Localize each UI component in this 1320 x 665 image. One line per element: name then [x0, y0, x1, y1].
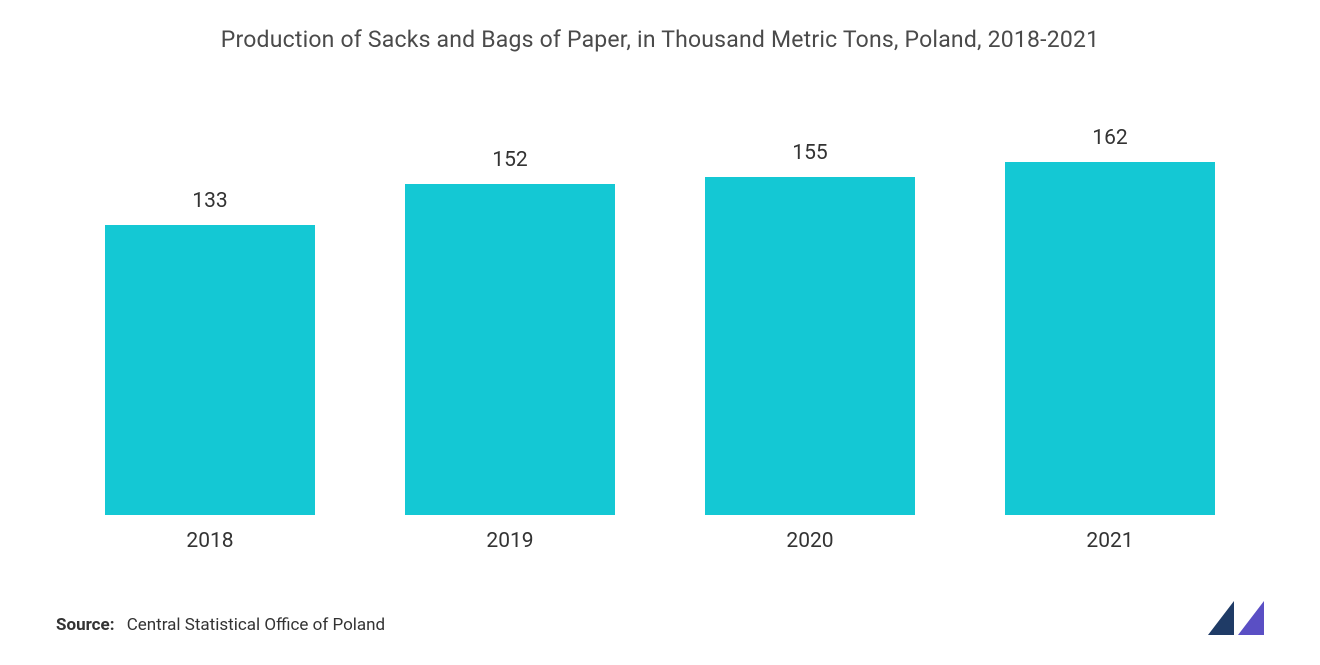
bar-value-label: 155: [792, 141, 827, 165]
bar-value-label: 133: [192, 189, 227, 213]
source-line: Source: Central Statistical Office of Po…: [56, 615, 385, 635]
bar-slot: 133: [60, 123, 360, 515]
source-text: Central Statistical Office of Poland: [127, 615, 385, 635]
bar-slot: 162: [960, 123, 1260, 515]
bar: [105, 225, 315, 515]
plot-area: 133 152 155 162 2018201920202021: [60, 63, 1260, 575]
source-label: Source:: [56, 615, 114, 635]
bar-value-label: 162: [1092, 126, 1127, 150]
chart-footer: Source: Central Statistical Office of Po…: [50, 575, 1270, 635]
brand-logo-icon: [1208, 601, 1264, 635]
bar-slot: 152: [360, 123, 660, 515]
bars-group: 133 152 155 162: [60, 123, 1260, 515]
logo-wedge-2: [1238, 601, 1264, 635]
bar: [705, 177, 915, 515]
x-axis-labels: 2018201920202021: [60, 515, 1260, 575]
bar-slot: 155: [660, 123, 960, 515]
logo-wedge-1: [1208, 601, 1234, 635]
bar-value-label: 152: [492, 148, 527, 172]
x-axis-label: 2019: [360, 515, 660, 575]
x-axis-label: 2018: [60, 515, 360, 575]
chart-title: Production of Sacks and Bags of Paper, i…: [50, 26, 1270, 53]
x-axis-label: 2021: [960, 515, 1260, 575]
x-axis-label: 2020: [660, 515, 960, 575]
bar: [405, 184, 615, 515]
chart-container: Production of Sacks and Bags of Paper, i…: [0, 0, 1320, 665]
bar: [1005, 162, 1215, 515]
